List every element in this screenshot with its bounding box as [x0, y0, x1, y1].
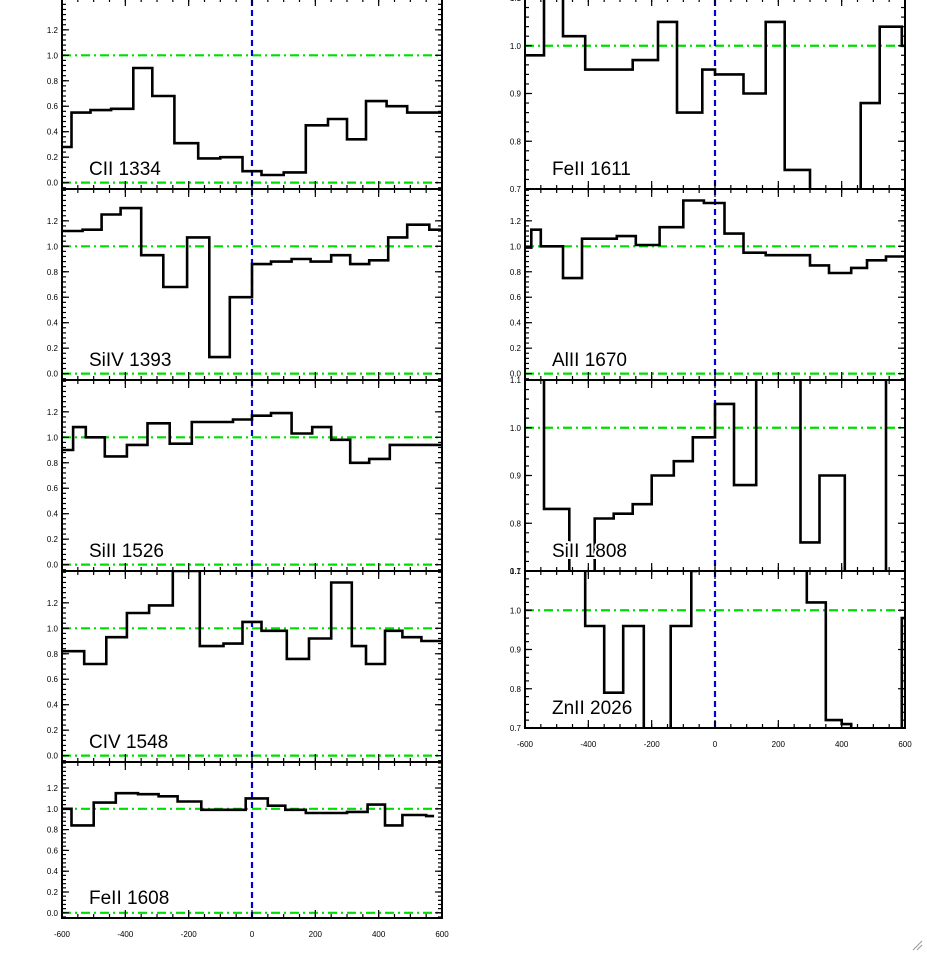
x-tick-label: 400 — [835, 740, 849, 749]
x-tick-label: -400 — [580, 740, 597, 749]
y-tick-label: 0.6 — [47, 675, 59, 684]
y-tick-label: 0.8 — [510, 137, 522, 146]
spectrum-line-znii-2026 — [583, 571, 905, 728]
y-tick-label: 1.0 — [47, 805, 59, 814]
spectrum-line-cii-1334 — [62, 66, 442, 177]
y-tick-label: 1.2 — [47, 784, 59, 793]
resize-grip-icon[interactable] — [911, 939, 923, 951]
x-tick-label: -200 — [644, 740, 661, 749]
y-tick-label: 0.0 — [47, 909, 59, 918]
panel-siiv-1393: 0.0 0.2 0.4 0.6 0.8 1.0 1.2 SiIV 1393 — [47, 188, 443, 381]
panel-feii-1608: 0.0 0.2 0.4 0.6 0.8 1.0 1.2 -600 -400 -200 0 200 400… — [47, 761, 449, 939]
panel-siii-1526: 0.0 0.2 0.4 0.6 0.8 1.0 1.2 SiII 1526 — [47, 379, 443, 572]
y-tick-label: 0.6 — [47, 102, 59, 111]
panel-feii-1611: 0.7 0.8 0.9 1.0 1.1 FeII 1611 — [510, 0, 906, 194]
y-tick-label: 0.8 — [47, 826, 59, 835]
y-tick-label: 1.0 — [510, 606, 522, 615]
spectrum-line-siii-1526 — [62, 411, 442, 465]
y-tick-label: 0.4 — [47, 510, 59, 519]
panel-alii-1670: 0.0 0.2 0.4 0.6 0.8 1.0 1.2 AlII 1670 — [510, 188, 906, 381]
spectrum-line-feii-1608 — [62, 791, 435, 827]
y-tick-label: 1.0 — [510, 242, 522, 251]
y-tick-label: 0.2 — [510, 344, 522, 353]
y-tick-label: 1.0 — [47, 51, 59, 60]
panel-siii-1808: 0.7 0.8 0.9 1.0 1.1 SiII 1808 — [510, 376, 906, 576]
y-tick-label: 1.1 — [510, 567, 522, 576]
x-tick-label: 600 — [435, 930, 449, 939]
y-tick-label: 1.0 — [510, 424, 522, 433]
y-tick-label: 1.0 — [47, 624, 59, 633]
ion-label: AlII 1670 — [552, 350, 627, 371]
ion-label: SiIV 1393 — [89, 350, 171, 371]
y-tick-label: 1.1 — [510, 0, 522, 3]
y-tick-label: 1.2 — [47, 408, 59, 417]
y-tick-label: 1.0 — [47, 242, 59, 251]
y-tick-label: 0.8 — [510, 685, 522, 694]
panel-cii-1334: 0.0 0.2 0.4 0.6 0.8 1.0 1.2 CII 1334 — [47, 0, 443, 190]
y-tick-label: 0.4 — [47, 701, 59, 710]
y-tick-label: 0.8 — [510, 268, 522, 277]
ion-label: FeII 1608 — [89, 888, 169, 909]
y-tick-label: 0.8 — [47, 77, 59, 86]
panel-znii-2026: 0.7 0.8 0.9 1.0 1.1 -600 -400 -200 0 200 400 600 ZnI… — [510, 567, 912, 749]
x-tick-label: -400 — [117, 930, 134, 939]
y-tick-label: 0.8 — [47, 650, 59, 659]
y-tick-label: 1.2 — [47, 26, 59, 35]
x-tick-label: -200 — [181, 930, 198, 939]
ion-label: SiII 1808 — [552, 541, 627, 562]
y-tick-label: 0.2 — [47, 535, 59, 544]
ion-label: CII 1334 — [89, 159, 161, 180]
y-tick-label: 0.9 — [510, 646, 522, 655]
ion-label: FeII 1611 — [552, 159, 631, 180]
y-tick-label: 0.4 — [47, 128, 59, 137]
y-tick-label: 0.9 — [510, 90, 522, 99]
y-tick-label: 0.0 — [47, 370, 59, 379]
y-tick-label: 1.0 — [47, 433, 59, 442]
y-tick-label: 0.2 — [47, 153, 59, 162]
y-tick-label: 1.2 — [47, 599, 59, 608]
y-tick-label: 0.0 — [47, 179, 59, 188]
x-tick-label: -600 — [517, 740, 534, 749]
x-tick-label: 400 — [372, 930, 386, 939]
x-tick-label: 200 — [309, 930, 323, 939]
y-tick-label: 0.7 — [510, 724, 522, 733]
x-tick-label: 600 — [898, 740, 912, 749]
y-tick-label: 0.7 — [510, 185, 522, 194]
x-tick-label: 0 — [713, 740, 718, 749]
spectrum-line-feii-1611 — [525, 0, 905, 189]
ion-label: CIV 1548 — [89, 732, 168, 753]
y-tick-label: 0.2 — [47, 726, 59, 735]
y-tick-label: 0.6 — [47, 846, 59, 855]
y-tick-label: 1.2 — [47, 217, 59, 226]
y-tick-label: 0.0 — [47, 561, 59, 570]
x-tick-label: 0 — [250, 930, 255, 939]
y-tick-label: 0.4 — [510, 319, 522, 328]
spectrum-line-siiv-1393 — [62, 206, 442, 359]
y-tick-label: 0.2 — [47, 888, 59, 897]
y-tick-label: 1.2 — [510, 217, 522, 226]
y-tick-label: 0.2 — [47, 344, 59, 353]
y-tick-label: 0.8 — [47, 268, 59, 277]
y-tick-label: 1.0 — [510, 42, 522, 51]
panel-civ-1548: 0.0 0.2 0.4 0.6 0.8 1.0 1.2 CIV 1548 — [47, 570, 443, 763]
y-tick-label: 0.6 — [510, 293, 522, 302]
x-tick-label: -600 — [54, 930, 71, 939]
y-tick-label: 0.8 — [47, 459, 59, 468]
y-tick-label: 0.8 — [510, 519, 522, 528]
x-tick-label: 200 — [772, 740, 786, 749]
spectrum-line-civ-1548 — [62, 571, 442, 666]
y-tick-label: 0.9 — [510, 472, 522, 481]
ion-label: ZnII 2026 — [552, 698, 632, 719]
y-tick-label: 0.0 — [510, 370, 522, 379]
y-tick-label: 0.6 — [47, 484, 59, 493]
y-tick-label: 0.4 — [47, 319, 59, 328]
y-tick-label: 0.4 — [47, 867, 59, 876]
y-tick-label: 0.6 — [47, 293, 59, 302]
y-tick-label: 0.0 — [47, 752, 59, 761]
ion-label: SiII 1526 — [89, 541, 164, 562]
y-tick-label: 1.1 — [510, 376, 522, 385]
spectrum-line-alii-1670 — [525, 199, 905, 280]
y-tick-label: 0.7 — [510, 567, 522, 576]
